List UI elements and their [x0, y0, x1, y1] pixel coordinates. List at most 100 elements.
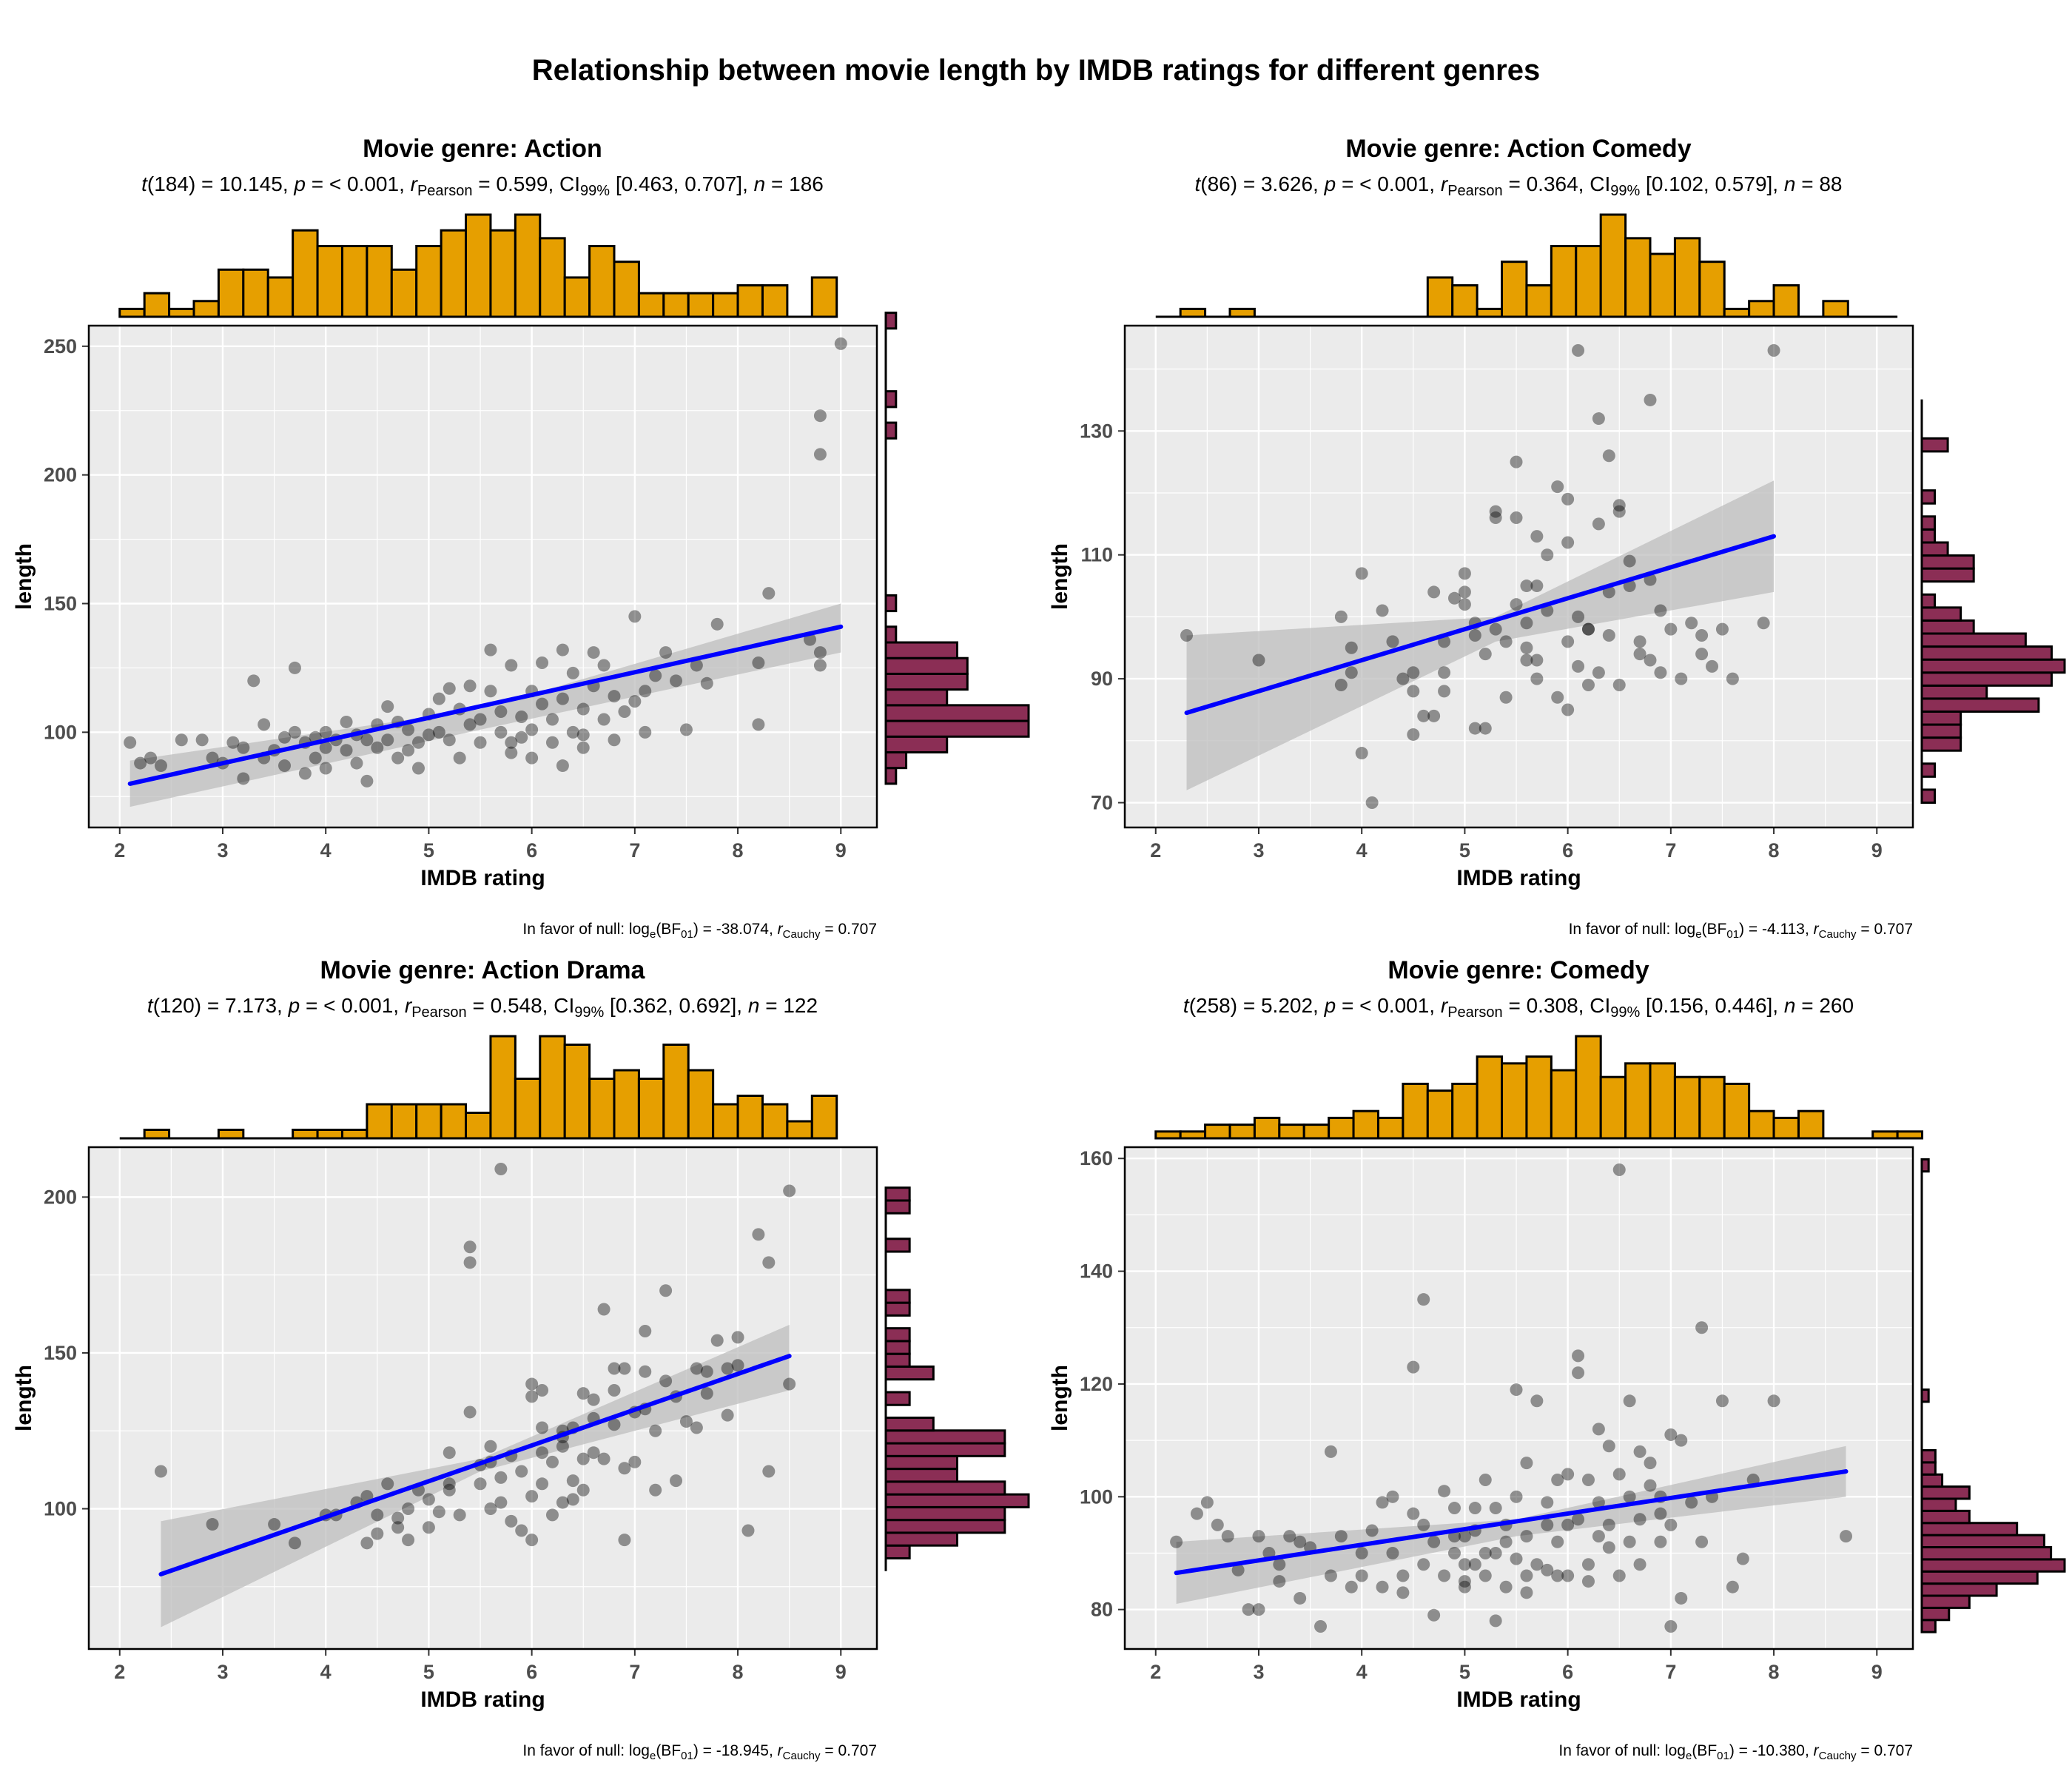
y-histogram-bar: [884, 312, 898, 330]
data-point: [1592, 517, 1605, 531]
caption-segment: r: [778, 921, 784, 938]
y-histogram-bar: [1920, 437, 1949, 453]
y-histogram-bar: [1920, 1509, 1971, 1525]
data-point: [536, 1421, 549, 1434]
caption-segment: = 0.707: [1857, 921, 1913, 938]
data-point: [649, 1483, 662, 1497]
x-histogram-bar: [316, 1129, 343, 1140]
y-histogram-bar: [884, 1493, 1030, 1508]
y-histogram-bar: [884, 1505, 1006, 1522]
data-point: [505, 1514, 518, 1528]
data-point: [1592, 412, 1605, 426]
data-point: [1458, 1530, 1471, 1543]
x-tick-label: 6: [1562, 1661, 1573, 1683]
y-histogram-bar: [1920, 1473, 1944, 1488]
subtitle-segment: p: [1324, 994, 1336, 1017]
y-tick-label: 200: [44, 464, 77, 486]
x-histogram-bar: [637, 1078, 665, 1140]
data-point: [1644, 1479, 1657, 1492]
data-point: [1541, 1563, 1554, 1576]
data-point: [525, 1490, 539, 1503]
y-histogram-bar: [884, 719, 1030, 738]
y-histogram-bar: [1920, 619, 1975, 635]
data-point: [1592, 1496, 1605, 1509]
x-axis-label: IMDB rating: [420, 1687, 545, 1712]
data-point: [576, 1483, 590, 1497]
x-histogram-bar: [489, 1035, 517, 1140]
data-point: [319, 741, 332, 754]
subtitle-segment: = 0.548, CI: [467, 994, 575, 1017]
chart-panel: Movie genre: Action Drama t(120) = 7.173,…: [12, 956, 1030, 1762]
data-point: [1541, 1518, 1554, 1531]
x-histogram-bar: [1426, 1089, 1454, 1140]
y-histogram-bar: [1920, 1158, 1930, 1173]
y-tick-label: 70: [1091, 792, 1113, 814]
panel-caption: In favor of null: loge(BF01) = -18.945, …: [522, 1742, 877, 1762]
data-point: [1355, 747, 1368, 760]
y-histogram-bar: [884, 594, 898, 613]
x-histogram-bar: [1896, 1130, 1924, 1140]
y-histogram-bar: [884, 1429, 1006, 1445]
y-tick-label: 150: [44, 593, 77, 615]
data-point: [1561, 1468, 1575, 1481]
x-tick-label: 2: [114, 839, 125, 862]
x-histogram-bar: [687, 1069, 715, 1140]
data-point: [1468, 722, 1481, 735]
x-histogram-bar: [292, 1129, 319, 1140]
data-point: [1541, 1496, 1554, 1509]
data-point: [1499, 691, 1513, 704]
y-tick-label: 120: [1080, 1373, 1113, 1395]
y-tick-label: 250: [44, 335, 77, 357]
data-point: [391, 1521, 405, 1534]
data-point: [1417, 1558, 1430, 1571]
data-point: [247, 674, 260, 688]
x-histogram-bar: [761, 284, 789, 318]
data-point: [679, 1415, 693, 1428]
data-point: [1365, 796, 1379, 810]
data-point: [1592, 1530, 1605, 1543]
y-histogram-bar: [1920, 788, 1937, 805]
x-histogram-bar: [440, 1103, 468, 1140]
data-point: [608, 1383, 621, 1397]
panel-subtitle: t(120) = 7.173, p = < 0.001, rPearson = …: [147, 994, 818, 1021]
subtitle-segment: 99%: [580, 183, 610, 199]
data-point: [576, 728, 590, 742]
x-histogram-bar: [637, 292, 665, 318]
data-point: [1654, 666, 1667, 679]
data-point: [566, 1474, 579, 1488]
subtitle-segment: = < 0.001,: [1336, 994, 1441, 1017]
data-point: [443, 1446, 456, 1460]
x-histogram-bar: [514, 1078, 542, 1140]
data-point: [1396, 1586, 1410, 1599]
data-point: [1510, 1552, 1523, 1565]
data-point: [1561, 1518, 1575, 1531]
data-point: [443, 733, 456, 747]
y-histogram-bar: [1920, 1619, 1937, 1633]
x-histogram-bar: [687, 292, 715, 318]
data-point: [453, 1508, 466, 1522]
x-histogram-bar: [217, 268, 245, 318]
x-tick-label: 8: [733, 1661, 744, 1683]
data-point: [1530, 654, 1544, 667]
y-tick-label: 100: [44, 1497, 77, 1519]
data-point: [721, 1362, 734, 1375]
data-point: [1644, 654, 1657, 667]
x-histogram-bar: [1328, 1116, 1355, 1140]
data-point: [1489, 1614, 1502, 1628]
regression-line: [1174, 1469, 1849, 1576]
data-point: [494, 705, 508, 719]
y-tick-label: 200: [44, 1186, 77, 1208]
data-point: [515, 710, 528, 723]
data-point: [175, 733, 188, 747]
y-histogram-bar: [884, 704, 1030, 722]
data-point: [783, 1184, 796, 1198]
data-point: [618, 1462, 631, 1475]
y-histogram-bar: [884, 1417, 935, 1432]
subtitle-segment: = < 0.001,: [1336, 172, 1441, 195]
x-histogram-bar: [1624, 237, 1652, 318]
y-histogram-bar: [884, 421, 898, 440]
y-axis-label: length: [1048, 1365, 1072, 1431]
confidence-band: [130, 603, 841, 807]
x-histogram-bar: [1179, 1130, 1207, 1140]
subtitle-segment: Pearson: [1447, 1004, 1503, 1021]
